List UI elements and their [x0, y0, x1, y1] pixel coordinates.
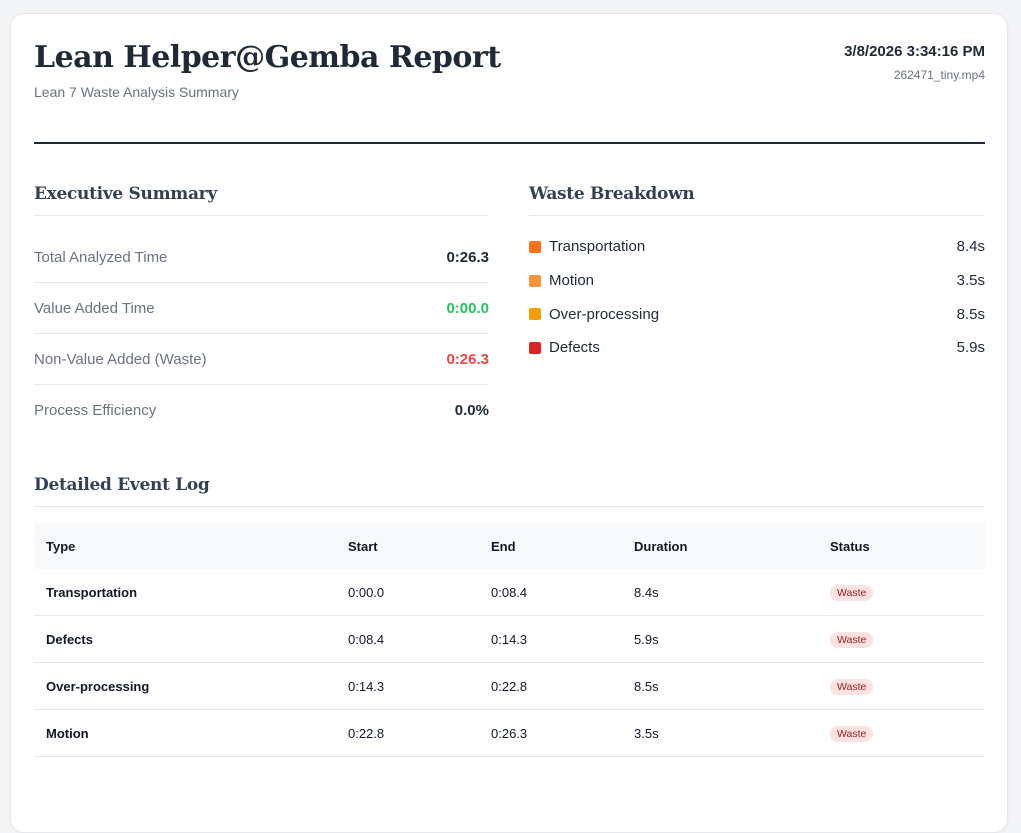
- summary-value: 0.0%: [454, 401, 489, 419]
- summary-row: Non-Value Added (Waste) 0:26.3: [34, 334, 489, 385]
- summary-label: Value Added Time: [34, 299, 155, 317]
- summary-row: Value Added Time 0:00.0: [34, 283, 489, 334]
- legend-swatch: [529, 341, 541, 354]
- event-start-cell: 0:00.0: [336, 569, 479, 616]
- waste-breakdown-item: Transportation 8.4s: [529, 230, 985, 264]
- summary-row: Process Efficiency 0.0%: [34, 385, 489, 435]
- event-end-cell: 0:26.3: [479, 709, 622, 757]
- event-log: Detailed Event Log Type Start End Duration S…: [34, 475, 985, 757]
- waste-type-duration: 5.9s: [956, 339, 985, 357]
- event-status-cell: Waste: [818, 615, 985, 663]
- table-row: Defects 0:08.4 0:14.3 5.9s Waste: [34, 615, 985, 663]
- waste-breakdown-heading: Waste Breakdown: [529, 184, 985, 216]
- event-log-table: Type Start End Duration Status Transportatio…: [34, 523, 985, 757]
- waste-breakdown-item: Over-processing 8.5s: [529, 297, 985, 331]
- waste-breakdown-item: Defects 5.9s: [529, 331, 985, 365]
- event-end-cell: 0:08.4: [479, 569, 622, 616]
- column-header-status: Status: [830, 538, 870, 554]
- table-header-row: Type Start End Duration Status: [34, 523, 985, 569]
- summary-value: 0:26.3: [446, 350, 489, 368]
- table-row: Transportation 0:00.0 0:08.4 8.4s Waste: [34, 569, 985, 616]
- waste-breakdown: Waste Breakdown Transportation 8.4s Motion…: [529, 184, 985, 365]
- table-row: Motion 0:22.8 0:26.3 3.5s Waste: [34, 709, 985, 757]
- status-badge: Waste: [830, 631, 874, 648]
- event-status-cell: Waste: [818, 569, 985, 616]
- status-badge: Waste: [830, 725, 874, 742]
- event-type-cell: Over-processing: [34, 662, 336, 710]
- legend-swatch: [529, 308, 541, 321]
- waste-type-name: Transportation: [549, 238, 646, 256]
- waste-type-name: Defects: [549, 339, 600, 357]
- table-row: Over-processing 0:14.3 0:22.8 8.5s Waste: [34, 662, 985, 710]
- event-duration-cell: 3.5s: [622, 709, 818, 757]
- event-log-heading: Detailed Event Log: [34, 475, 985, 507]
- waste-type-duration: 8.4s: [956, 238, 985, 256]
- legend-swatch: [529, 240, 541, 253]
- event-duration-cell: 8.5s: [622, 662, 818, 710]
- executive-summary: Executive Summary Total Analyzed Time 0:2…: [34, 184, 489, 435]
- executive-summary-heading: Executive Summary: [34, 184, 489, 216]
- column-header-type: Type: [46, 538, 76, 554]
- report-header: Lean Helper@Gemba Report Lean 7 Waste An…: [34, 40, 985, 144]
- summary-row: Total Analyzed Time 0:26.3: [34, 232, 489, 283]
- event-end-cell: 0:14.3: [479, 615, 622, 663]
- waste-breakdown-item: Motion 3.5s: [529, 264, 985, 298]
- event-duration-cell: 8.4s: [622, 569, 818, 616]
- event-type-cell: Transportation: [34, 569, 336, 616]
- column-header-end: End: [491, 538, 516, 554]
- status-badge: Waste: [830, 584, 874, 601]
- summary-label: Process Efficiency: [34, 401, 157, 419]
- event-end-cell: 0:22.8: [479, 662, 622, 710]
- waste-type-name: Motion: [549, 272, 595, 290]
- summary-label: Total Analyzed Time: [34, 248, 168, 266]
- status-badge: Waste: [830, 678, 874, 695]
- event-duration-cell: 5.9s: [622, 615, 818, 663]
- event-status-cell: Waste: [818, 662, 985, 710]
- event-type-cell: Motion: [34, 709, 336, 757]
- report-subtitle: Lean 7 Waste Analysis Summary: [34, 84, 239, 100]
- summary-label: Non-Value Added (Waste): [34, 350, 207, 368]
- report-card: Lean Helper@Gemba Report Lean 7 Waste An…: [10, 13, 1008, 833]
- event-log-header: Type Start End Duration Status: [34, 523, 985, 569]
- report-filename: 262471_tiny.mp4: [893, 68, 985, 82]
- waste-breakdown-list: Transportation 8.4s Motion 3.5s Over-process…: [529, 230, 985, 365]
- legend-swatch: [529, 274, 541, 287]
- summary-value: 0:00.0: [446, 299, 489, 317]
- event-status-cell: Waste: [818, 709, 985, 757]
- report-title: Lean Helper@Gemba Report: [34, 40, 501, 75]
- executive-summary-list: Total Analyzed Time 0:26.3 Value Added Tim…: [34, 232, 489, 435]
- event-start-cell: 0:08.4: [336, 615, 479, 663]
- waste-type-duration: 3.5s: [956, 272, 985, 290]
- event-start-cell: 0:14.3: [336, 662, 479, 710]
- report-datetime: 3/8/2026 3:34:16 PM: [844, 43, 985, 60]
- column-header-start: Start: [348, 538, 378, 554]
- event-start-cell: 0:22.8: [336, 709, 479, 757]
- event-log-body: Transportation 0:00.0 0:08.4 8.4s Waste Defec…: [34, 569, 985, 757]
- summary-value: 0:26.3: [446, 248, 489, 266]
- event-type-cell: Defects: [34, 615, 336, 663]
- waste-type-name: Over-processing: [549, 305, 660, 323]
- waste-type-duration: 8.5s: [956, 305, 985, 323]
- column-header-duration: Duration: [634, 538, 688, 554]
